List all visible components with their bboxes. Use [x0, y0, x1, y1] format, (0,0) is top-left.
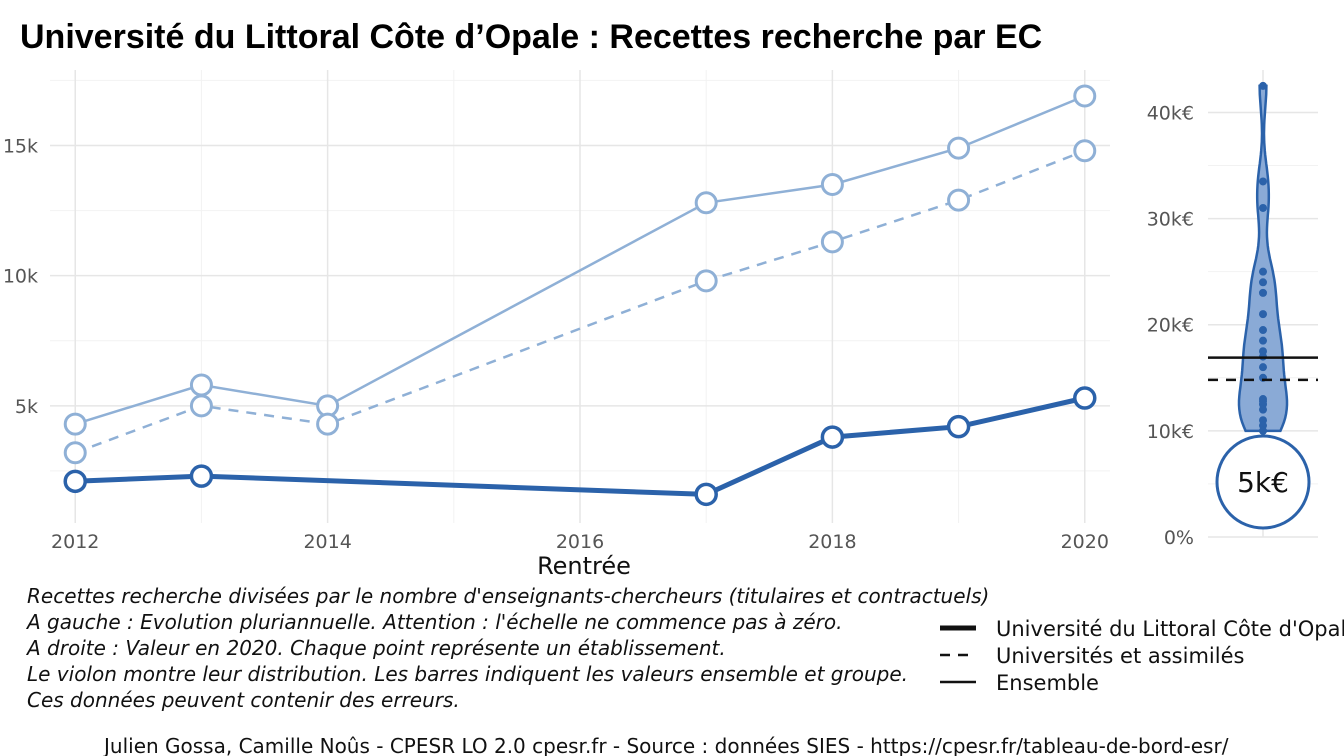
violin-point: [1259, 426, 1267, 435]
data-point: [946, 414, 971, 439]
y-tick-label: 0%: [1164, 527, 1194, 549]
x-tick-label: 2020: [1061, 531, 1109, 553]
x-tick-label: 2018: [808, 531, 856, 553]
violin-point: [1259, 363, 1267, 372]
y-tick-label: 30k€: [1147, 209, 1194, 231]
data-point: [1073, 386, 1097, 410]
violin-point: [1259, 310, 1267, 319]
note-line: Recettes recherche divisées par le nombr…: [27, 584, 989, 608]
data-point: [820, 173, 844, 197]
data-point: [316, 412, 340, 436]
data-point: [1073, 139, 1097, 163]
highlight-badge: [1215, 434, 1311, 530]
data-point: [63, 441, 87, 465]
violin-point: [1259, 81, 1267, 90]
data-point: [820, 230, 844, 254]
note-line: Le violon montre leur distribution. Les …: [27, 662, 908, 686]
x-tick-label: 2014: [303, 531, 351, 553]
data-point: [694, 191, 718, 215]
violin-point: [1259, 203, 1267, 212]
y-tick-label: 5k: [15, 396, 38, 418]
data-point: [947, 136, 971, 160]
data-point: [189, 373, 213, 397]
left-panel-series: [63, 84, 1097, 507]
data-point: [820, 425, 845, 449]
violin-plot: 5k€: [1208, 81, 1318, 530]
violin-point: [1259, 336, 1267, 345]
y-tick-label: 15k: [3, 136, 38, 158]
violin-point: [1259, 405, 1267, 414]
note-line: A gauche : Evolution pluriannuelle. Atte…: [25, 610, 843, 634]
note-line: Ces données peuvent contenir des erreurs…: [27, 688, 460, 712]
y-tick-label: 10k: [3, 266, 38, 288]
legend: Université du Littoral Côte d'Opale Unive…: [940, 617, 1344, 695]
series-line: [75, 395, 1086, 497]
data-point: [694, 482, 718, 507]
left-panel-ticks: 2012 2014 2016 2018 2020 5k 10k 15k: [3, 136, 1109, 554]
data-point: [694, 269, 718, 293]
data-point: [947, 188, 971, 212]
notes-block: Recettes recherche divisées par le nombr…: [25, 584, 989, 712]
data-point: [63, 412, 87, 436]
data-point: [1073, 84, 1097, 108]
violin-point: [1259, 397, 1267, 406]
left-panel-grid: [50, 70, 1110, 523]
y-tick-label: 20k€: [1147, 315, 1194, 337]
data-point: [189, 464, 214, 488]
legend-label: Universités et assimilés: [996, 644, 1244, 668]
right-panel-ticks: 0% 10k€ 20k€ 30k€ 40k€: [1147, 102, 1194, 549]
x-tick-label: 2012: [51, 531, 99, 553]
y-tick-label: 40k€: [1147, 102, 1194, 124]
y-tick-label: 10k€: [1147, 421, 1194, 443]
caption: Julien Gossa, Camille Noûs - CPESR LO 2.…: [102, 734, 1229, 756]
legend-label: Ensemble: [996, 671, 1099, 695]
violin-point: [1259, 326, 1267, 335]
data-point: [189, 394, 213, 418]
x-tick-label: 2016: [556, 531, 604, 553]
note-line: A droite : Valeur en 2020. Chaque point …: [25, 636, 726, 660]
violin-point: [1259, 177, 1267, 186]
violin-point: [1259, 267, 1267, 276]
data-point: [63, 469, 87, 494]
highlight-value-label: 5k€: [1237, 466, 1289, 499]
legend-label: Université du Littoral Côte d'Opale: [996, 617, 1344, 641]
violin-point: [1259, 278, 1267, 287]
chart-title: Université du Littoral Côte d’Opale : Re…: [20, 18, 1042, 56]
violin-point: [1259, 288, 1267, 297]
x-axis-label: Rentrée: [537, 552, 631, 580]
